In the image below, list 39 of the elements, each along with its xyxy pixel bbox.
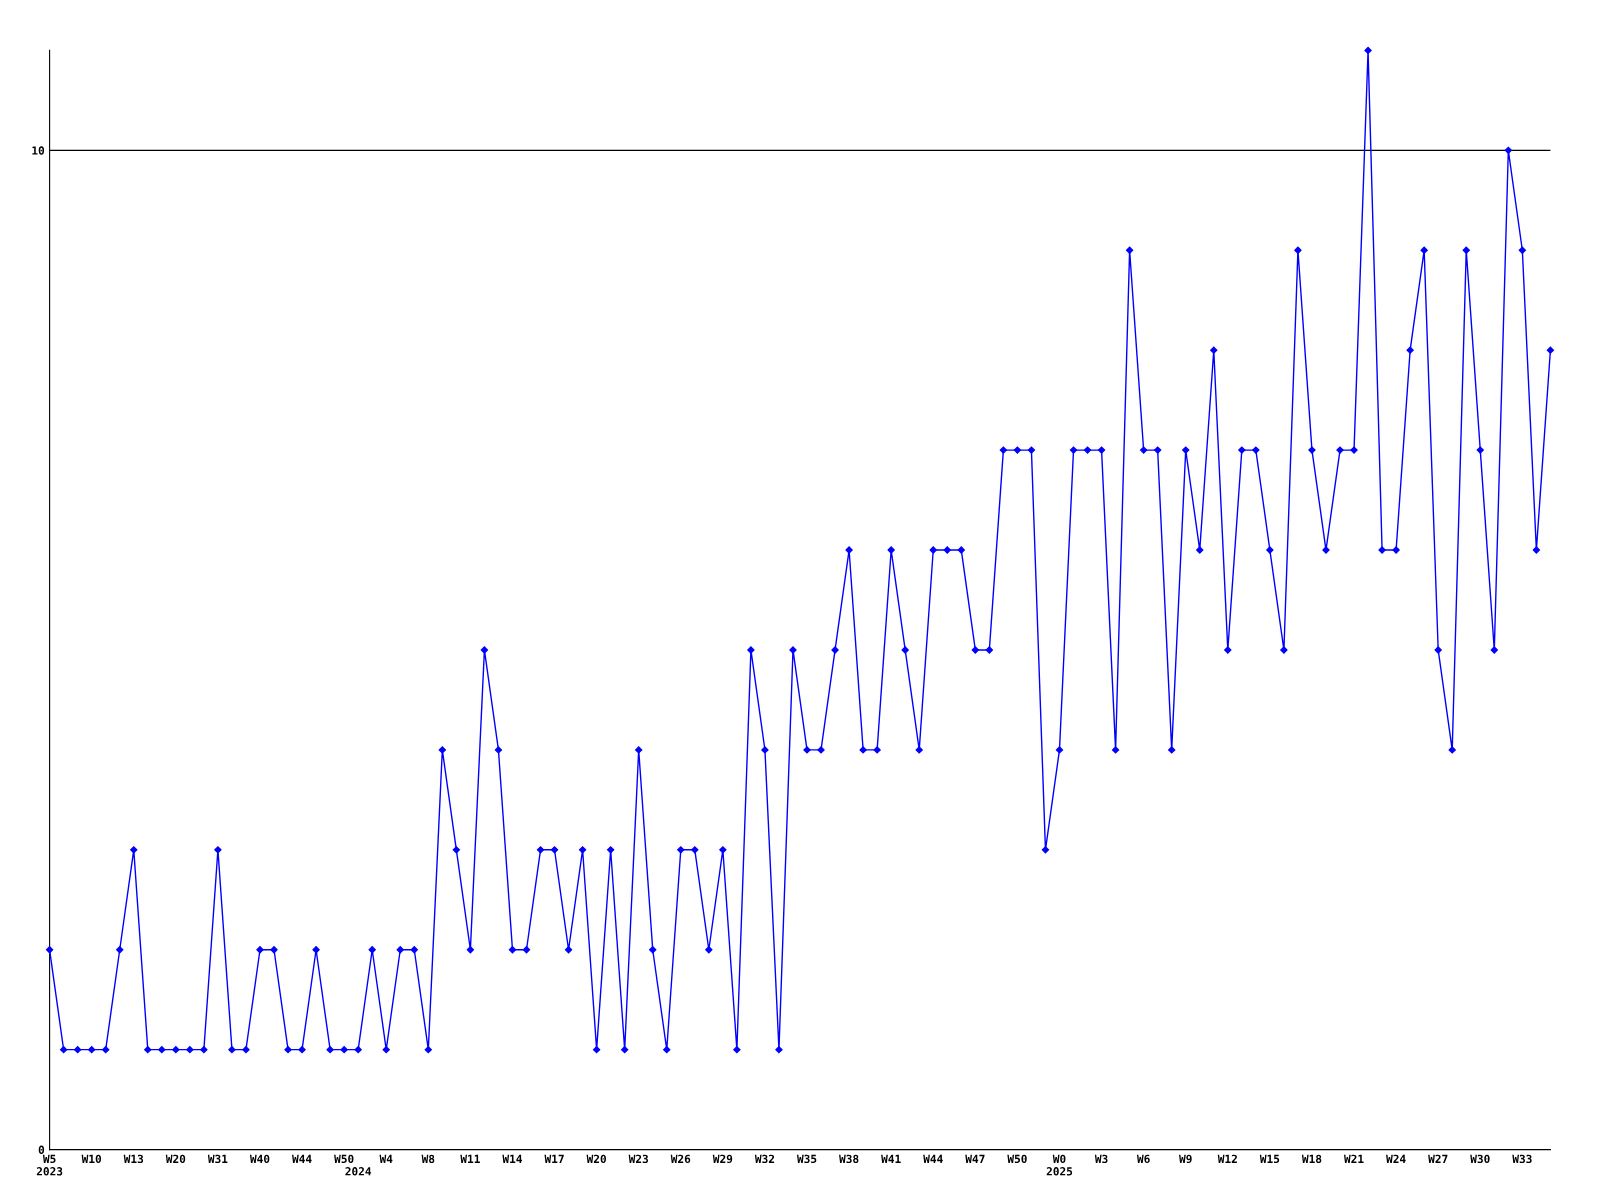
x-tick-label: W18 <box>1301 1154 1322 1164</box>
x-tick-label: W47 <box>965 1154 985 1163</box>
x-tick-label: W5 2023 <box>36 1154 63 1176</box>
x-tick-label: W8 <box>421 1154 435 1164</box>
x-tick-label: W6 <box>1136 1154 1150 1164</box>
x-tick-label: W44 <box>292 1154 312 1163</box>
x-tick-label: W29 <box>712 1154 733 1164</box>
x-tick-label: W20 <box>165 1154 186 1164</box>
x-tick-label: W14 <box>502 1154 522 1163</box>
x-tick-label: W31 <box>207 1154 228 1164</box>
x-tick-label: W3 <box>1094 1154 1108 1164</box>
x-tick-label: 2024 <box>345 1167 372 1176</box>
x-tick-label: W21 <box>1344 1154 1364 1163</box>
x-tick-label: W9 <box>1179 1154 1192 1164</box>
x-tick-label: W24 <box>1386 1154 1406 1163</box>
x-tick-label: W27 <box>1428 1154 1448 1163</box>
x-tick-label: W32 <box>754 1154 775 1164</box>
y-tick-label: 0 <box>38 1145 45 1154</box>
y-tick-label: 10 <box>32 146 45 155</box>
x-tick-label: W50 <box>1007 1154 1027 1164</box>
x-tick-label: W38 <box>839 1154 859 1164</box>
x-tick-label: W11 <box>460 1154 480 1163</box>
x-tick-label: W40 <box>249 1154 270 1164</box>
x-tick-label: W33 <box>1512 1154 1532 1164</box>
x-tick-label: W13 <box>123 1154 144 1164</box>
x-tick-label: W4 <box>379 1154 393 1163</box>
x-tick-label: W17 <box>544 1154 564 1163</box>
x-tick-label: W41 <box>881 1154 901 1163</box>
x-tick-label: W26 <box>670 1154 691 1164</box>
x-tick-label: W30 <box>1470 1154 1490 1164</box>
x-tick-label: W10 <box>81 1154 102 1164</box>
x-tick-label: W20 <box>586 1154 606 1164</box>
x-tick-label: W50 <box>334 1154 354 1164</box>
x-tick-label: W12 <box>1217 1154 1237 1163</box>
x-tick-label: W44 <box>923 1154 943 1163</box>
x-tick-label: W35 <box>796 1154 817 1164</box>
x-tick-label: W0 2025 <box>1046 1154 1073 1176</box>
x-tick-label: W15 <box>1259 1154 1280 1164</box>
x-tick-label: W23 <box>628 1154 649 1164</box>
